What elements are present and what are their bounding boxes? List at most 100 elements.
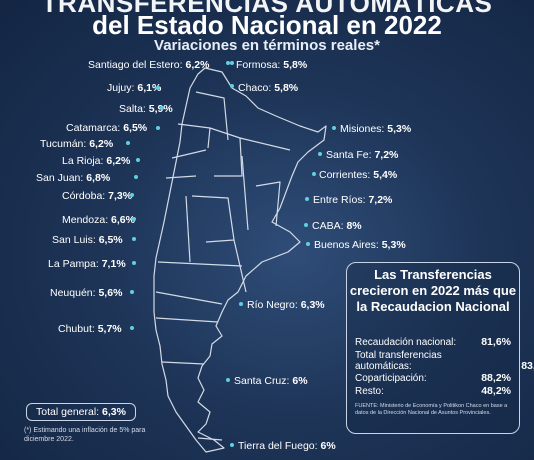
border-tdf (197, 437, 223, 441)
province-label: Neuquén: 5,6% (50, 287, 122, 299)
province-label: Misiones: 5,3% (340, 123, 411, 135)
province-value: 6% (320, 440, 336, 452)
province-marker-dot (226, 378, 230, 382)
province-marker-dot (156, 86, 160, 90)
province-name: Chaco: (238, 82, 272, 94)
province-label: CABA: 8% (312, 220, 362, 232)
province-value: 6,1% (137, 82, 162, 94)
province-name: Entre Ríos: (313, 194, 366, 206)
summary-row-value: 48,2% (481, 385, 511, 397)
province-value: 5,7% (97, 323, 122, 335)
province-name: Tierra del Fuego: (238, 440, 318, 452)
province-marker-dot (136, 158, 140, 162)
province-value: 6,5% (98, 234, 123, 246)
province-marker-dot (130, 290, 134, 294)
summary-row-recaudacion: Recaudación nacional: 81,6% (355, 337, 511, 349)
map-outline (153, 67, 327, 453)
province-marker-dot (156, 126, 160, 130)
province-label: Chubut: 5,7% (58, 323, 122, 335)
border-chaco (239, 137, 291, 151)
border-salta (195, 91, 229, 141)
province-value: 6,3% (300, 299, 325, 311)
province-marker-dot (312, 172, 316, 176)
province-marker-dot (318, 152, 322, 156)
province-label: Entre Ríos: 7,2% (313, 194, 392, 206)
province-name: Santa Cruz: (234, 375, 290, 387)
summary-row-resto: Resto: 48,2% (355, 385, 511, 398)
province-name: La Rioja: (62, 155, 104, 167)
province-name: Tucumán: (40, 138, 87, 150)
province-marker-dot (306, 242, 310, 246)
province-marker-dot (130, 193, 134, 197)
province-value: 6,8% (86, 172, 111, 184)
province-name: Misiones: (340, 123, 385, 135)
summary-title: Las Transferencias crecieron en 2022 más… (349, 267, 517, 314)
total-label: Total general: (36, 406, 100, 418)
province-label: Corrientes: 5,4% (319, 169, 397, 181)
province-label: San Luis: 6,5% (52, 234, 123, 246)
province-name: CABA: (312, 220, 344, 232)
province-label: Tierra del Fuego: 6% (238, 440, 336, 452)
province-value: 7,1% (101, 258, 126, 270)
border-pampa (157, 261, 243, 267)
province-marker-dot (160, 106, 164, 110)
province-value: 6,2% (106, 155, 131, 167)
province-value: 5,4% (373, 169, 398, 181)
province-label: Santa Fe: 7,2% (326, 149, 398, 161)
province-label: San Juan: 6,8% (36, 172, 110, 184)
province-label: La Rioja: 6,2% (62, 155, 130, 167)
footnote: (*) Estimando una inflación de 5% para d… (24, 427, 146, 443)
summary-row-label: Recaudación nacional: (355, 337, 457, 348)
province-label: Córdoba: 7,3% (62, 190, 132, 202)
province-name: Chubut: (58, 323, 95, 335)
province-name: Santiago del Estero: (88, 59, 183, 71)
province-value: 5,8% (274, 82, 299, 94)
province-value: 5,3% (387, 123, 412, 135)
summary-row-value: 88,2% (481, 372, 511, 384)
province-label: Salta: 5,9% (119, 103, 173, 115)
province-marker-dot (132, 217, 136, 221)
border-santafe (241, 155, 249, 231)
province-marker-dot (126, 141, 130, 145)
province-marker-dot (332, 126, 336, 130)
province-marker-dot (130, 326, 134, 330)
province-name: San Juan: (36, 172, 84, 184)
total-general-badge: Total general: 6,3% (26, 403, 136, 421)
province-marker-dot (239, 302, 243, 306)
border-sanjuan (165, 175, 197, 179)
province-name: Río Negro: (247, 299, 298, 311)
province-name: Neuquén: (50, 287, 96, 299)
title-line-1: TRANSFERENCIAS AUTOMÁTICAS (41, 0, 493, 18)
province-marker-dot (304, 223, 308, 227)
subtitle: Variaciones en términos reales* (154, 37, 380, 54)
province-label: Río Negro: 6,3% (247, 299, 325, 311)
total-value: 6,3% (102, 406, 126, 418)
province-marker-dot (230, 443, 234, 447)
province-marker-dot (134, 175, 138, 179)
province-marker-dot (132, 237, 136, 241)
border-buenosaires (233, 239, 247, 293)
border-rionegro-chubut (155, 317, 219, 323)
summary-row-transferencias: Total transferencias automáticas: 83,6% (355, 350, 534, 372)
province-marker-dot (305, 197, 309, 201)
summary-row-value: 83,6% (521, 360, 534, 372)
province-value: 6,6% (111, 214, 135, 226)
province-value: 6,2% (89, 138, 114, 150)
title-line-2: del Estado Nacional en 2022 (92, 10, 442, 40)
province-name: Catamarca: (66, 122, 121, 134)
summary-box: Las Transferencias crecieron en 2022 más… (346, 262, 534, 434)
province-name: La Pampa: (48, 258, 99, 270)
province-name: Buenos Aires: (314, 239, 379, 251)
province-name: Mendoza: (62, 214, 109, 226)
province-label: Formosa: 5,8% (236, 59, 307, 71)
province-value: 5,8% (283, 59, 308, 71)
province-value: 5,3% (381, 239, 406, 251)
province-name: Salta: (119, 103, 146, 115)
province-name: Córdoba: (62, 190, 106, 202)
border-mendoza-east (185, 195, 191, 263)
border-catamarca (177, 123, 211, 149)
province-name: San Luis: (52, 234, 96, 246)
province-value: 7,2% (374, 149, 399, 161)
province-name: Corrientes: (319, 169, 371, 181)
